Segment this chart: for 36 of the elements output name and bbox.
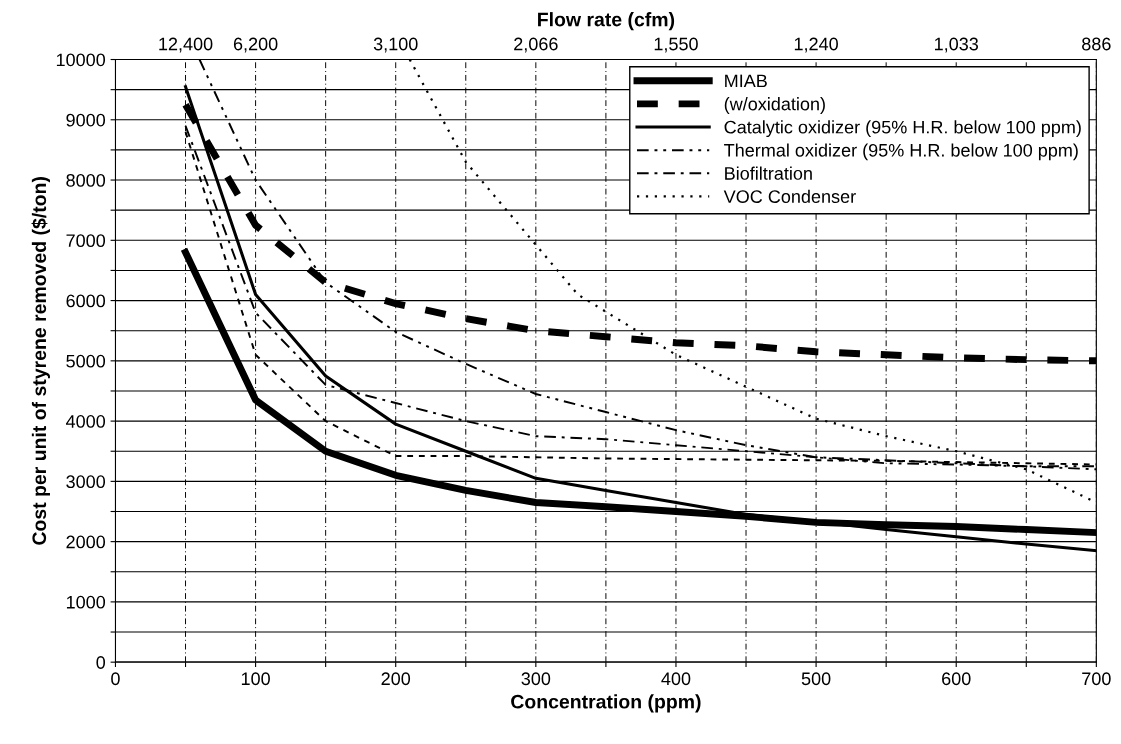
y-tick-label: 10000 — [56, 53, 106, 67]
text: 886 — [1082, 37, 1111, 51]
legend-label: MIAB — [725, 74, 767, 88]
y-tick-label: 6000 — [66, 294, 106, 308]
legend-label: Thermal oxidizer (95% H.R. below 100 ppm) — [724, 143, 1078, 161]
text: 2,066 — [514, 37, 558, 53]
legend-label: (w/oxidation) — [724, 97, 825, 114]
x-tick-label: 600 — [942, 672, 971, 686]
legend-label: Catalytic oxidizer (95% H.R. below 100 ppm) — [724, 120, 1081, 138]
y-tick-label: 7000 — [66, 234, 106, 248]
legend-label: Biofiltration — [725, 166, 812, 180]
text: 3,100 — [373, 37, 418, 53]
y-tick-label: 0 — [96, 656, 106, 669]
y-tick-label: 9000 — [66, 113, 106, 127]
x-tick-label: 200 — [381, 672, 411, 686]
y-tick-label: 4000 — [65, 415, 106, 428]
x-tick-label: 0 — [111, 672, 120, 686]
x-axis-title: Concentration (ppm) — [511, 694, 701, 713]
y-tick-label: 8000 — [66, 173, 106, 187]
y-tick-label: 5000 — [66, 354, 106, 368]
x-tick-label: 300 — [521, 672, 551, 686]
chart-title: Flow rate (cfm) — [538, 12, 675, 31]
y-tick-label: 1000 — [66, 595, 106, 609]
text: 6,200 — [233, 37, 278, 53]
y-tick-label: 2000 — [66, 535, 106, 549]
legend-label: VOC Condenser — [723, 189, 856, 203]
text: 1,240 — [794, 37, 838, 53]
x-tick-label: 500 — [801, 672, 831, 686]
x-tick-label: 100 — [241, 672, 270, 686]
x-tick-label: 400 — [661, 672, 691, 686]
y-tick-label: 3000 — [66, 475, 106, 489]
y-axis-title: Cost per unit of styrene removed ($/ton) — [31, 177, 50, 545]
text: 12,400 — [159, 37, 213, 53]
text: 1,550 — [654, 37, 698, 53]
x-tick-label: 700 — [1082, 672, 1111, 686]
text: 1,033 — [935, 37, 979, 53]
